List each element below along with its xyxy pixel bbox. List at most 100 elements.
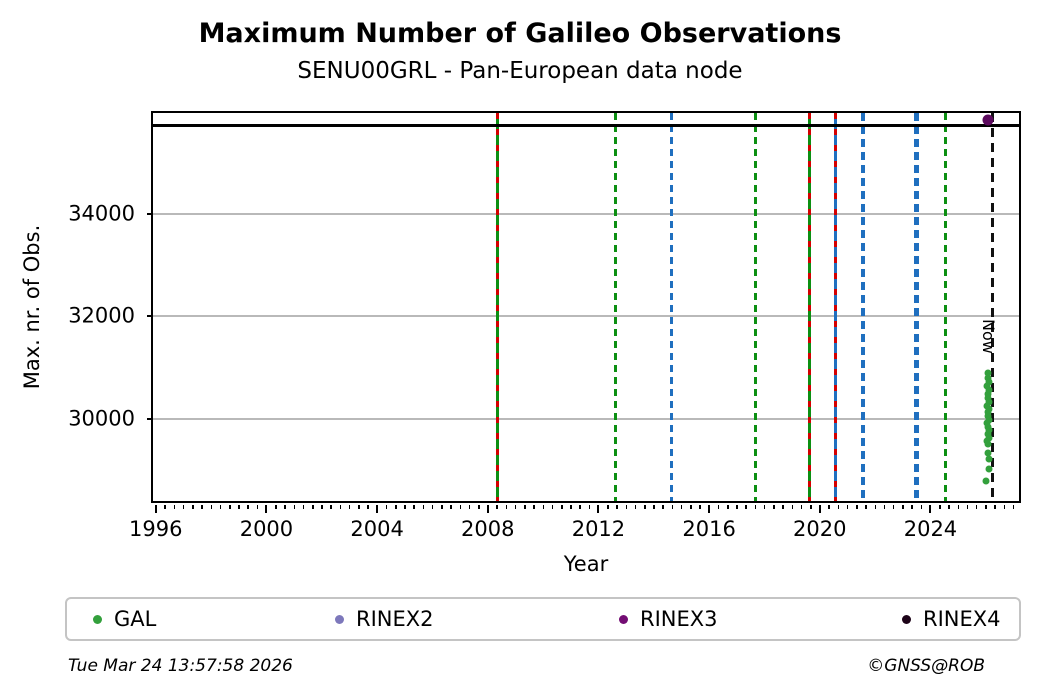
data-point-rinex3 xyxy=(982,114,994,126)
x-minor-tick-mark xyxy=(441,505,443,509)
x-minor-tick-mark xyxy=(948,505,950,509)
x-minor-tick-mark xyxy=(385,505,388,509)
data-point-gal xyxy=(985,386,993,394)
legend-marker-rinex3 xyxy=(619,614,628,624)
data-point-gal xyxy=(983,382,991,390)
legend-marker-rinex2 xyxy=(335,614,344,624)
y-tick-label: 34000 xyxy=(68,201,135,226)
x-minor-tick-mark xyxy=(395,505,397,509)
x-minor-tick-mark xyxy=(763,505,766,509)
y-gridline xyxy=(153,315,1019,318)
x-minor-tick-mark xyxy=(579,505,581,509)
y-axis-label: Max. nr. of Obs. xyxy=(20,224,44,390)
x-tick-label: 2020 xyxy=(793,517,847,541)
data-point-gal xyxy=(983,419,991,427)
x-minor-tick-mark xyxy=(210,505,213,509)
x-minor-tick-mark xyxy=(321,505,323,509)
data-point-gal xyxy=(984,412,992,420)
x-minor-tick-mark xyxy=(312,505,314,509)
x-minor-tick-mark xyxy=(229,505,231,509)
x-minor-tick-mark xyxy=(284,505,286,509)
x-minor-tick-mark xyxy=(680,505,683,509)
legend-label: GAL xyxy=(114,607,157,631)
x-minor-tick-mark xyxy=(570,505,572,509)
x-minor-tick-mark xyxy=(238,505,240,509)
x-minor-tick-mark xyxy=(413,505,415,509)
x-tick-mark xyxy=(486,505,489,513)
event-line-blue xyxy=(860,113,866,501)
y-gridline xyxy=(153,212,1019,215)
plot-area: 30000 32000 34000 1996 2000 2004 2008 2012 2016 2… xyxy=(68,111,1021,541)
x-tick-mark xyxy=(376,505,379,513)
data-point-gal xyxy=(984,369,992,377)
data-point-gal xyxy=(984,390,992,398)
data-point-gal xyxy=(985,426,993,434)
x-minor-tick-mark xyxy=(348,505,351,509)
x-tick-label: 2008 xyxy=(461,517,515,541)
legend-marker-rinex4 xyxy=(902,614,911,624)
y-tick-mark xyxy=(147,315,153,318)
now-line xyxy=(990,113,994,501)
x-minor-tick-mark xyxy=(671,505,674,509)
x-minor-tick-mark xyxy=(856,505,858,509)
x-minor-tick-mark xyxy=(837,505,840,509)
y-gridline xyxy=(153,417,1019,420)
x-minor-tick-mark xyxy=(256,505,259,509)
x-minor-tick-mark xyxy=(514,505,517,509)
x-minor-tick-mark xyxy=(551,505,554,509)
event-line-blue xyxy=(914,113,919,501)
legend-label: RINEX4 xyxy=(923,607,1001,631)
x-minor-tick-mark xyxy=(957,505,960,509)
y-tick-label: 32000 xyxy=(68,303,135,328)
x-tick-label: 2024 xyxy=(903,517,958,541)
data-point-gal xyxy=(985,398,993,406)
event-line-blue xyxy=(834,113,838,501)
event-line-green xyxy=(614,113,618,501)
x-minor-tick-mark xyxy=(192,505,194,509)
legend: GAL RINEX2 RINEX3 RINEX4 xyxy=(65,597,1021,641)
event-line-blue xyxy=(669,113,673,501)
x-minor-tick-mark xyxy=(727,505,729,509)
x-tick-mark xyxy=(597,505,600,513)
legend-label: RINEX3 xyxy=(640,607,718,631)
x-minor-tick-mark xyxy=(911,505,913,509)
x-minor-tick-mark xyxy=(247,505,249,509)
x-minor-tick-mark xyxy=(625,505,628,509)
x-minor-tick-mark xyxy=(293,505,296,509)
x-minor-tick-mark xyxy=(874,505,877,509)
x-minor-tick-mark xyxy=(505,505,508,509)
x-minor-tick-mark xyxy=(699,505,701,509)
x-minor-tick-mark xyxy=(173,505,176,509)
x-minor-tick-mark xyxy=(561,505,563,509)
x-tick-label: 1996 xyxy=(129,517,183,541)
event-line-green xyxy=(753,113,757,501)
event-line-green xyxy=(807,113,811,501)
x-tick-label: 2016 xyxy=(682,517,736,541)
x-minor-tick-mark xyxy=(736,505,738,509)
x-minor-tick-mark xyxy=(302,505,305,509)
event-line-green xyxy=(495,113,499,501)
x-minor-tick-mark xyxy=(662,505,664,509)
legend-item-gal: GAL xyxy=(93,599,156,639)
x-tick-label: 2012 xyxy=(571,517,626,541)
x-tick-mark xyxy=(708,505,711,513)
x-minor-tick-mark xyxy=(1012,505,1015,509)
x-minor-tick-mark xyxy=(920,505,923,509)
x-minor-tick-mark xyxy=(339,505,342,509)
x-minor-tick-mark xyxy=(524,505,526,509)
x-minor-tick-mark xyxy=(404,505,406,509)
x-minor-tick-mark xyxy=(164,505,166,509)
x-minor-tick-mark xyxy=(653,505,655,509)
x-minor-tick-mark xyxy=(275,505,277,509)
x-minor-tick-mark xyxy=(985,505,987,509)
x-minor-tick-mark xyxy=(358,505,360,509)
x-minor-tick-mark xyxy=(865,505,867,509)
now-label: Now xyxy=(979,318,999,354)
data-point-gal xyxy=(984,394,992,402)
data-point-gal xyxy=(982,477,990,485)
data-point-gal xyxy=(985,378,993,386)
x-minor-tick-mark xyxy=(800,505,803,509)
event-line-green xyxy=(943,113,947,501)
data-point-gal xyxy=(985,465,993,473)
x-minor-tick-mark xyxy=(533,505,535,509)
